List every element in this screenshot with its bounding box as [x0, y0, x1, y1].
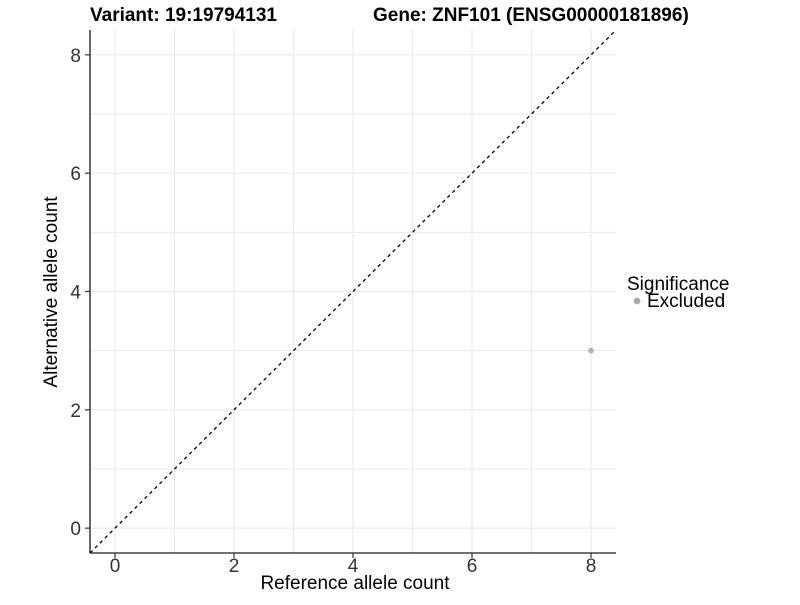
y-tick-label: 6 — [70, 164, 81, 185]
identity-dashed-line — [89, 29, 617, 554]
axis-ticks — [85, 54, 592, 558]
data-point — [588, 347, 594, 354]
x-tick-label: 2 — [229, 556, 240, 577]
x-tick-label: 8 — [586, 556, 597, 577]
legend-point-icon — [633, 297, 641, 305]
legend-title: Significance — [627, 274, 729, 295]
legend: Significance Excluded — [627, 274, 729, 312]
plot-title-gene: Gene: ZNF101 (ENSG00000181896) — [373, 5, 689, 26]
legend-entry-excluded: Excluded — [633, 291, 725, 312]
y-axis-title: Alternative allele count — [41, 196, 62, 388]
plot-title-variant: Variant: 19:19794131 — [90, 5, 277, 26]
tick-labels: 0 0 2 2 4 4 6 6 8 8 — [70, 46, 596, 577]
x-tick-label: 0 — [110, 556, 121, 577]
y-tick-label: 4 — [70, 283, 81, 304]
y-tick-label: 8 — [70, 46, 81, 67]
x-axis-title: Reference allele count — [260, 573, 450, 594]
data-points — [588, 347, 594, 354]
x-tick-label: 4 — [348, 556, 359, 577]
y-tick-label: 0 — [70, 519, 81, 540]
legend-entry-label: Excluded — [647, 291, 725, 312]
x-tick-label: 6 — [467, 556, 478, 577]
gridlines — [90, 30, 616, 553]
y-tick-label: 2 — [70, 401, 81, 422]
